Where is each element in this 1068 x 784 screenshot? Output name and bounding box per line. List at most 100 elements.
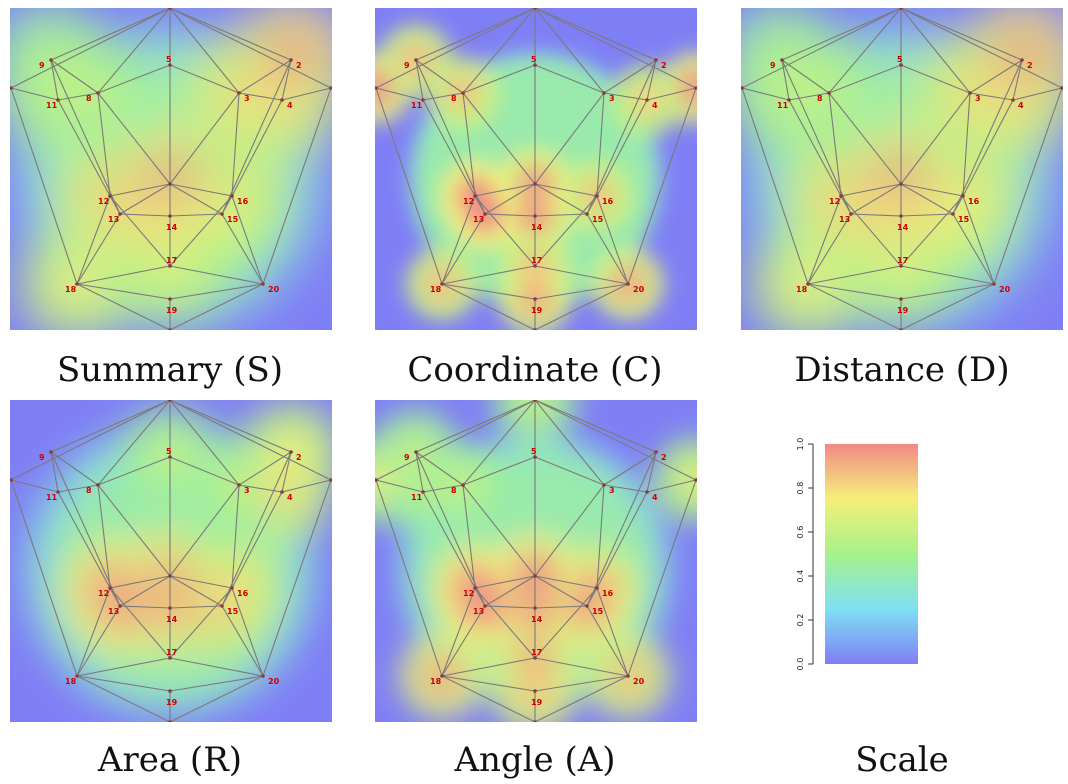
landmark-point [839,194,843,198]
landmark-label-15: 15 [227,607,239,616]
mesh-edge [534,265,629,285]
caption-coordinate: Coordinate (C) [407,350,663,390]
mesh-edge [474,587,536,659]
landmark-label-16: 16 [237,589,249,598]
mesh-edge [169,8,292,61]
mesh-edge [76,195,111,285]
landmark-point [899,328,903,330]
landmark-point [168,455,172,459]
mesh-edge [169,195,233,267]
landmark-point [899,264,903,268]
mesh-edge [596,587,629,677]
mesh-edge [781,8,902,61]
scale-tick-label: 1.0 [796,438,805,451]
mesh-edge [76,213,121,285]
mesh-edge [828,64,902,94]
mesh-edge [646,451,657,493]
landmark-point [461,483,465,487]
mesh-edge [441,283,536,330]
mesh-edge [603,59,657,94]
landmark-point [533,400,537,402]
landmark-point [237,91,241,95]
landmark-point [118,212,122,216]
mesh-edge [534,400,657,453]
landmark-label-18: 18 [430,285,442,294]
landmark-point [899,63,903,67]
landmark-point [329,478,332,482]
landmark-label-9: 9 [770,61,776,70]
landmark-point [237,483,241,487]
mesh-edge [741,8,902,89]
landmark-point [261,674,265,678]
mesh-edge [57,484,99,493]
mesh-edge [969,59,1023,94]
mesh-edge [646,59,657,101]
landmark-point [533,328,537,330]
landmark-point [168,264,172,268]
landmark-label-2: 2 [1027,61,1033,70]
mesh-edge [221,587,233,607]
mesh-edge [807,265,902,285]
landmark-point [56,98,60,102]
landmark-label-19: 19 [531,698,543,707]
mesh-edge [840,183,902,197]
mesh-edge [596,195,629,285]
landmark-label-4: 4 [287,101,293,110]
landmark-label-2: 2 [661,61,667,70]
landmark-point [533,8,537,10]
landmark-point [280,98,284,102]
mesh-edge [534,575,598,589]
mesh-edge [788,99,842,197]
mesh-edge [534,183,588,215]
mesh-edge [900,265,995,285]
heat-core [375,458,398,502]
mesh-edge [375,87,443,285]
scale-tick-label: 0.0 [796,658,805,671]
scale-tick-label: 0.4 [796,570,805,583]
landmark-label-5: 5 [166,447,172,456]
color-scale: 0.0 0.2 0.4 0.6 0.8 1.0 [795,430,935,680]
landmark-label-8: 8 [86,94,92,103]
mesh-edge [474,183,536,197]
mesh-edge [262,87,332,285]
landmark-label-11: 11 [46,101,58,110]
mesh-edge [169,575,233,589]
color-scale-bar: 0.0 0.2 0.4 0.6 0.8 1.0 [796,438,918,671]
landmark-point [694,478,697,482]
landmark-point [75,282,79,286]
mesh-edge [76,265,171,285]
landmark-point [533,264,537,268]
mesh-edge [238,451,292,486]
landmark-point [1060,86,1063,90]
mesh-edge [962,195,995,285]
mesh-edge [807,283,902,300]
heat-core [375,70,394,106]
caption-distance: Distance (D) [794,350,1010,390]
panel-angle: 9 8 11 5 3 2 4 12 16 13 14 15 17 18 20 19 [375,400,697,722]
mesh-edge [169,8,240,94]
mesh-edge [281,87,332,101]
mesh-edge [169,456,240,486]
mesh-edge [993,87,1063,285]
landmark-label-20: 20 [999,285,1011,294]
mesh-edge [474,195,536,267]
landmark-label-8: 8 [817,94,823,103]
mesh-edge [952,213,995,285]
landmark-point [483,212,487,216]
mesh-edge [534,8,697,89]
landmark-point [533,689,537,693]
mesh-edge [474,575,536,589]
mesh-edge [169,92,240,185]
landmark-label-5: 5 [531,447,537,456]
mesh-edge [627,479,697,677]
mesh-edge [422,92,464,101]
landmark-point [49,450,53,454]
mesh-edge [807,283,902,330]
mesh-edge [415,59,424,101]
landmark-label-2: 2 [296,61,302,70]
landmark-point [10,478,13,482]
mesh-edge [169,8,332,89]
mesh-edge [97,400,171,486]
landmark-point [440,282,444,286]
mesh-edge [50,8,171,61]
